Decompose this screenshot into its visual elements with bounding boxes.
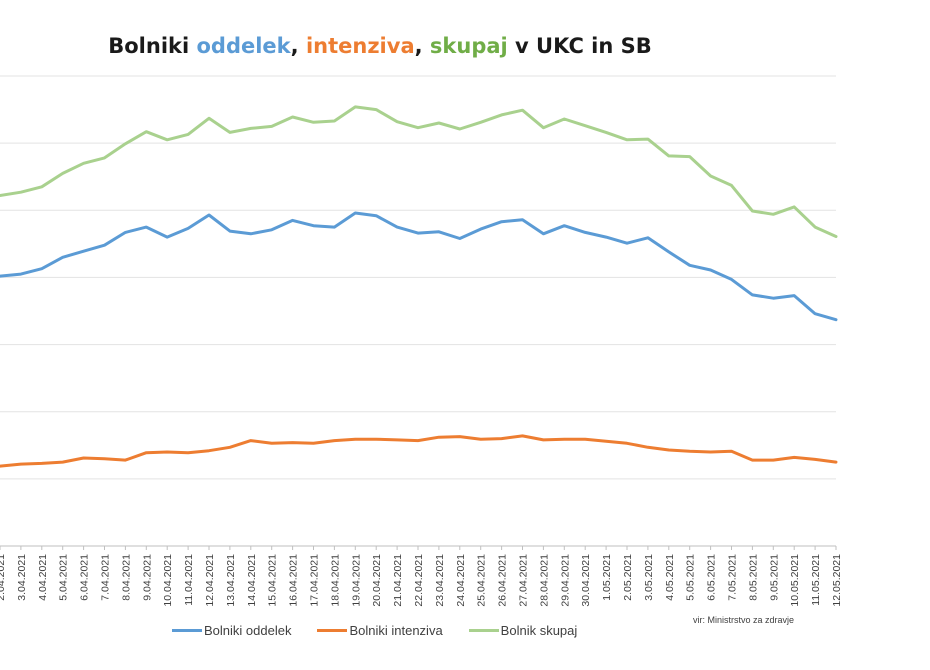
x-tick-label: 18.04.2021 — [329, 554, 341, 607]
legend-swatch — [172, 629, 202, 632]
series-line-1 — [0, 434, 838, 468]
title-part-3: intenziva — [305, 34, 415, 58]
legend-entry-0: Bolniki oddelek — [172, 623, 291, 638]
x-tick-label: 9.05.2021 — [768, 554, 780, 601]
x-tick-label: 27.04.2021 — [518, 554, 530, 607]
x-tick-label: 3.04.2021 — [16, 554, 28, 601]
legend-swatch — [317, 629, 348, 632]
x-tick-label: 5.04.2021 — [58, 554, 70, 601]
x-tick-label: 12.05.2021 — [831, 554, 843, 607]
legend-label: Bolnik skupaj — [500, 623, 578, 638]
title-part-1: oddelek — [196, 34, 291, 58]
x-tick-label: 2.05.2021 — [622, 554, 634, 601]
x-tick-label: 7.05.2021 — [727, 554, 739, 601]
x-tick-label: 4.04.2021 — [37, 554, 49, 601]
legend-swatch — [468, 629, 499, 632]
x-tick-label: 11.05.2021 — [810, 554, 822, 606]
x-tick-label: 26.04.2021 — [497, 554, 509, 607]
series-line-0 — [0, 211, 838, 322]
x-tick-label: 1.05.2021 — [601, 554, 613, 601]
gridlines — [0, 75, 837, 550]
x-tick-label: 6.04.2021 — [79, 554, 91, 601]
x-tick-label: 22.04.2021 — [413, 554, 425, 607]
title-part-5: skupaj — [429, 34, 508, 58]
x-tick-label: 29.04.2021 — [559, 554, 571, 607]
x-tick-labels: 2.04.2021 3.04.2021 4.04.2021 5.04.2021 6.04… — [0, 554, 843, 607]
x-tick-label: 19.04.2021 — [350, 554, 362, 607]
x-tick-label: 8.04.2021 — [120, 554, 132, 601]
x-tick-label: 20.04.2021 — [371, 554, 383, 607]
legend-label: Bolniki intenziva — [349, 623, 443, 638]
x-tick-label: 13.04.2021 — [225, 554, 237, 607]
x-tick-label: 14.04.2021 — [246, 554, 258, 607]
chart-title: Bolniki oddelek, intenziva, skupaj v UKC… — [0, 34, 760, 58]
title-part-6: v UKC in SB — [507, 34, 652, 58]
x-tick-label: 17.04.2021 — [309, 554, 321, 607]
x-tick-label: 24.04.2021 — [455, 554, 467, 607]
legend: Bolniki oddelek Bolniki intenziva Bolnik s… — [172, 623, 577, 638]
x-tick-label: 5.05.2021 — [685, 554, 697, 601]
x-tick-label: 11.04.2021 — [183, 554, 195, 606]
x-tick-label: 8.05.2021 — [747, 554, 759, 601]
title-part-2: , — [290, 34, 306, 58]
legend-entry-2: Bolnik skupaj — [468, 623, 578, 638]
x-tick-label: 4.05.2021 — [664, 554, 676, 601]
x-tick-label: 16.04.2021 — [288, 554, 300, 607]
legend-label: Bolniki oddelek — [204, 623, 292, 638]
x-tick-label: 10.05.2021 — [789, 554, 801, 607]
x-tick-label: 30.04.2021 — [580, 554, 592, 607]
x-tick-label: 12.04.2021 — [204, 554, 216, 607]
legend-entry-1: Bolniki intenziva — [317, 623, 443, 638]
x-tick-label: 6.05.2021 — [706, 554, 718, 601]
x-tick-label: 2.04.2021 — [0, 554, 7, 601]
title-part-0: Bolniki — [108, 34, 197, 58]
series-line-2 — [0, 105, 838, 238]
x-tick-label: 10.04.2021 — [162, 554, 174, 607]
series-lines — [0, 105, 838, 468]
x-tick-label: 28.04.2021 — [538, 554, 550, 607]
x-tick-label: 21.04.2021 — [392, 554, 404, 607]
x-tick-label: 23.04.2021 — [434, 554, 446, 607]
source-note: vir: Ministrstvo za zdravje — [693, 615, 795, 625]
x-tick-label: 3.05.2021 — [643, 554, 655, 601]
x-tick-label: 25.04.2021 — [476, 554, 488, 607]
title-part-4: , — [414, 34, 430, 58]
x-tick-label: 9.04.2021 — [141, 554, 153, 601]
x-tick-label: 7.04.2021 — [100, 554, 112, 601]
x-tick-label: 15.04.2021 — [267, 554, 279, 607]
